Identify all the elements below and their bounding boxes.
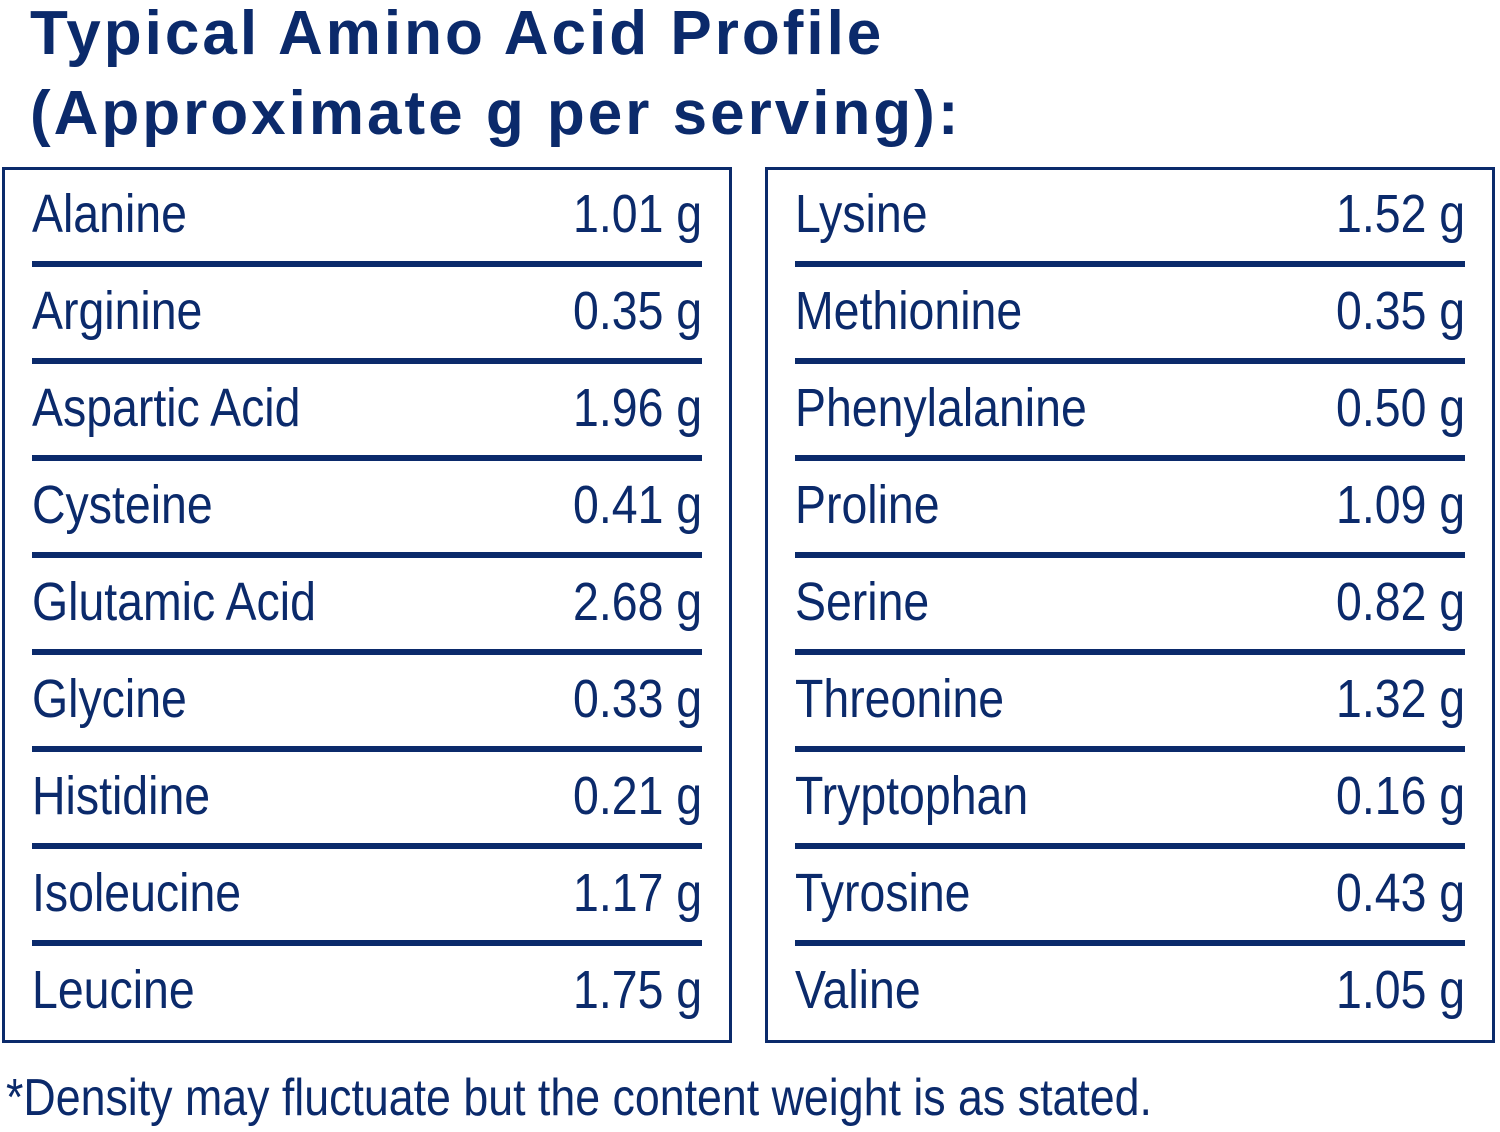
amino-acid-value: 0.82 g <box>1335 572 1465 632</box>
amino-acid-value: 0.16 g <box>1335 766 1465 826</box>
amino-acid-value: 2.68 g <box>572 572 702 632</box>
row-divider <box>795 455 1465 461</box>
amino-acid-value: 1.32 g <box>1335 669 1465 729</box>
table-row: Threonine 1.32 g <box>795 655 1465 752</box>
row-divider <box>32 649 702 655</box>
table-row: Aspartic Acid 1.96 g <box>32 364 702 461</box>
amino-table-right: Lysine 1.52 g Methionine 0.35 g Phenylalanin… <box>765 167 1495 1043</box>
footnote: *Density may fluctuate but the content w… <box>6 1069 1152 1127</box>
row-divider <box>32 552 702 558</box>
table-row: Glutamic Acid 2.68 g <box>32 558 702 655</box>
amino-acid-value: 1.05 g <box>1335 960 1465 1020</box>
table-row: Methionine 0.35 g <box>795 267 1465 364</box>
row-divider <box>795 358 1465 364</box>
amino-acid-name: Cysteine <box>32 475 213 535</box>
amino-acid-name: Histidine <box>32 766 211 826</box>
table-row: Glycine 0.33 g <box>32 655 702 752</box>
amino-acid-name: Arginine <box>32 281 203 341</box>
amino-acid-name: Leucine <box>32 960 195 1020</box>
amino-acid-value: 0.35 g <box>572 281 702 341</box>
amino-acid-value: 0.21 g <box>572 766 702 826</box>
amino-acid-value: 1.96 g <box>572 378 702 438</box>
row-divider <box>795 552 1465 558</box>
amino-acid-value: 0.50 g <box>1335 378 1465 438</box>
table-row: Serine 0.82 g <box>795 558 1465 655</box>
amino-acid-name: Glutamic Acid <box>32 572 316 632</box>
amino-acid-name: Serine <box>795 572 930 632</box>
row-divider <box>795 843 1465 849</box>
amino-acid-name: Phenylalanine <box>795 378 1087 438</box>
amino-acid-value: 0.33 g <box>572 669 702 729</box>
table-row: Tyrosine 0.43 g <box>795 849 1465 946</box>
amino-acid-name: Lysine <box>795 184 928 244</box>
row-divider <box>795 649 1465 655</box>
table-row: Tryptophan 0.16 g <box>795 752 1465 849</box>
table-row: Alanine 1.01 g <box>32 170 702 267</box>
row-divider <box>795 746 1465 752</box>
row-divider <box>795 261 1465 267</box>
amino-acid-value: 0.43 g <box>1335 863 1465 923</box>
table-row: Arginine 0.35 g <box>32 267 702 364</box>
table-row: Cysteine 0.41 g <box>32 461 702 558</box>
amino-acid-name: Threonine <box>795 669 1005 729</box>
amino-acid-name: Valine <box>795 960 921 1020</box>
amino-table-left: Alanine 1.01 g Arginine 0.35 g Aspartic Acid… <box>2 167 732 1043</box>
amino-acid-name: Proline <box>795 475 940 535</box>
amino-acid-name: Alanine <box>32 184 187 244</box>
row-divider <box>32 455 702 461</box>
table-row: Phenylalanine 0.50 g <box>795 364 1465 461</box>
table-row: Valine 1.05 g <box>795 946 1465 1043</box>
row-divider <box>32 843 702 849</box>
row-divider <box>32 746 702 752</box>
table-row: Leucine 1.75 g <box>32 946 702 1043</box>
table-row: Proline 1.09 g <box>795 461 1465 558</box>
amino-acid-name: Tryptophan <box>795 766 1029 826</box>
table-row: Histidine 0.21 g <box>32 752 702 849</box>
amino-acid-value: 1.01 g <box>572 184 702 244</box>
amino-acid-value: 1.75 g <box>572 960 702 1020</box>
amino-acid-value: 1.09 g <box>1335 475 1465 535</box>
amino-acid-value: 1.17 g <box>572 863 702 923</box>
table-row: Isoleucine 1.17 g <box>32 849 702 946</box>
row-divider <box>32 358 702 364</box>
amino-acid-value: 0.41 g <box>572 475 702 535</box>
amino-acid-name: Isoleucine <box>32 863 242 923</box>
page-title: Typical Amino Acid Profile (Approximate … <box>30 0 961 154</box>
amino-acid-name: Aspartic Acid <box>32 378 301 438</box>
amino-acid-name: Tyrosine <box>795 863 971 923</box>
amino-acid-name: Glycine <box>32 669 187 729</box>
amino-acid-value: 0.35 g <box>1335 281 1465 341</box>
title-line-2: (Approximate g per serving): <box>30 79 962 148</box>
row-divider <box>795 940 1465 946</box>
title-line-1: Typical Amino Acid Profile <box>30 0 885 68</box>
amino-acid-value: 1.52 g <box>1335 184 1465 244</box>
row-divider <box>32 261 702 267</box>
table-row: Lysine 1.52 g <box>795 170 1465 267</box>
amino-acid-name: Methionine <box>795 281 1023 341</box>
row-divider <box>32 940 702 946</box>
